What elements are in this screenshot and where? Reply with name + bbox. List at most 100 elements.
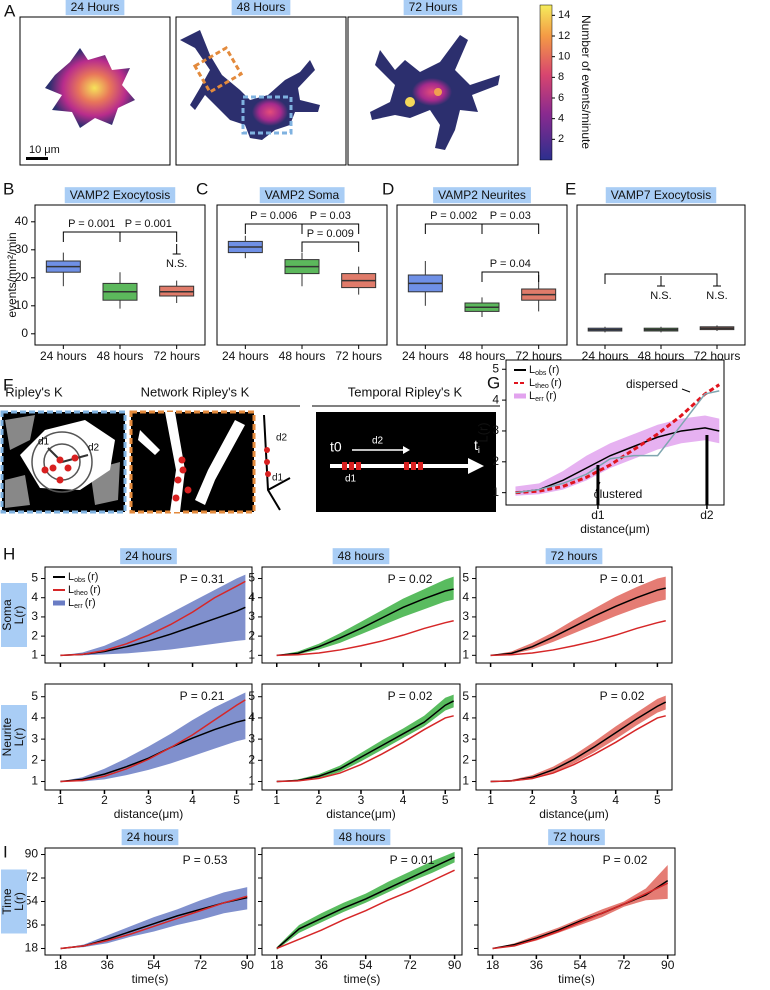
y-tick-label: 5 (492, 361, 499, 375)
ns-marker (657, 276, 665, 287)
colorbar-label: Number of events/minute (579, 15, 593, 149)
legend-arg: (r) (90, 584, 101, 596)
micrograph-72h (347, 16, 519, 166)
series-line (276, 700, 455, 783)
x-tick-label: 54 (147, 958, 161, 972)
significance-bracket (119, 231, 178, 242)
p-value: P = 0.01 (390, 853, 435, 867)
error-band (490, 576, 666, 656)
y-tick-label: 90 (25, 847, 39, 861)
y-tick-label: 40 (15, 214, 29, 228)
y-tick-label: 5 (31, 689, 38, 703)
significance-label: N.S. (706, 290, 727, 302)
x-tick-label: d1 (591, 508, 605, 522)
y-label-background (1, 705, 27, 769)
time-label: t0 (330, 439, 342, 455)
title-background (64, 187, 176, 204)
error-band (60, 574, 246, 656)
x-tick-label: 54 (359, 958, 373, 972)
distance-label: d1 (345, 474, 357, 485)
y-tick-label: 3 (462, 731, 469, 745)
x-tick-label: 18 (270, 958, 284, 972)
plot-frame (261, 566, 461, 664)
series-line (276, 588, 454, 657)
panel-label: A (4, 1, 16, 20)
title-background (403, 0, 463, 16)
y-axis-label: L(r) (475, 422, 490, 442)
y-label-background (1, 869, 27, 934)
y-tick-label: 4 (31, 590, 38, 604)
series-line (60, 580, 246, 657)
legend-sub: err (535, 396, 544, 403)
colorbar-tick-label: 2 (558, 133, 564, 145)
x-tick-label: 1 (273, 793, 280, 807)
legend-arg: (r) (85, 597, 96, 609)
p-value: P = 0.02 (388, 572, 433, 586)
y-tick-label: 1 (31, 774, 38, 788)
significance-label: P = 0.03 (310, 210, 351, 222)
x-axis-label: distance(μm) (539, 807, 609, 821)
colorbar-tick-label: 8 (558, 71, 564, 83)
legend-name: L (68, 597, 74, 609)
y-tick-label: 5 (248, 689, 255, 703)
significance-label: P = 0.009 (307, 228, 354, 240)
error-band (276, 576, 454, 656)
title-background (545, 548, 603, 565)
p-value: P = 0.02 (600, 689, 645, 703)
y-axis-label: L(r) (12, 606, 26, 625)
distance-label: d1 (272, 473, 284, 484)
series-line (276, 856, 455, 950)
y-tick-label: 3 (31, 609, 38, 623)
x-tick-label: 4 (189, 793, 196, 807)
x-axis-label: time(s) (132, 972, 169, 986)
series-line (276, 715, 454, 783)
x-tick-label: 36 (101, 958, 115, 972)
x-axis-label: distance(μm) (326, 807, 396, 821)
title-background (231, 0, 291, 16)
chart-title: 24 hours (125, 549, 172, 563)
p-value: P = 0.31 (180, 572, 225, 586)
annotation-arrow (681, 388, 691, 393)
chart-title: VAMP2 Exocytosis (70, 188, 170, 202)
series-line (60, 699, 246, 783)
title-background (120, 548, 177, 565)
y-tick-label: 2 (31, 628, 38, 642)
legend-sub: obs (535, 370, 547, 377)
x-tick-label: 3 (571, 793, 578, 807)
legend-label: Ltheo (r) (529, 377, 562, 390)
image-title: 24 Hours (71, 0, 120, 14)
chart-title: VAMP7 Exocytosis (611, 188, 711, 202)
y-axis-label: L(r) (12, 728, 26, 747)
y-tick-label: 2 (462, 628, 469, 642)
x-tick-label: 36 (530, 958, 544, 972)
distance-label: d2 (88, 443, 100, 454)
legend-name: L (68, 571, 74, 583)
panel-label: I (3, 842, 8, 861)
x-tick-label: 90 (661, 958, 675, 972)
y-tick-label: 3 (31, 731, 38, 745)
y-axis-label: Time (0, 888, 14, 915)
x-axis-label: distance(μm) (580, 522, 650, 536)
y-tick-label: 4 (248, 710, 255, 724)
error-band (60, 692, 246, 782)
significance-label: P = 0.006 (250, 210, 297, 222)
y-tick-label: 4 (462, 710, 469, 724)
significance-label: P = 0.04 (490, 258, 531, 270)
p-value: P = 0.21 (180, 689, 225, 703)
significance-label: P = 0.002 (430, 210, 477, 222)
x-tick-label: 24 hours (402, 349, 449, 363)
image-title: 48 Hours (237, 0, 286, 14)
series-line (490, 587, 666, 657)
legend-arg: (r) (546, 390, 557, 402)
significance-label: N.S. (650, 290, 671, 302)
significance-bracket (62, 231, 121, 242)
series-line (515, 427, 720, 494)
plot-frame (261, 683, 461, 791)
micrograph-24h (19, 16, 171, 166)
panel-label: C (196, 179, 208, 198)
scale-bar-label: 10 μm (29, 144, 60, 156)
legend-label: Lobs (r) (68, 571, 98, 584)
y-axis-label: L(r) (12, 892, 26, 911)
x-tick-label: 4 (400, 793, 407, 807)
x-tick-label: d2 (700, 508, 714, 522)
